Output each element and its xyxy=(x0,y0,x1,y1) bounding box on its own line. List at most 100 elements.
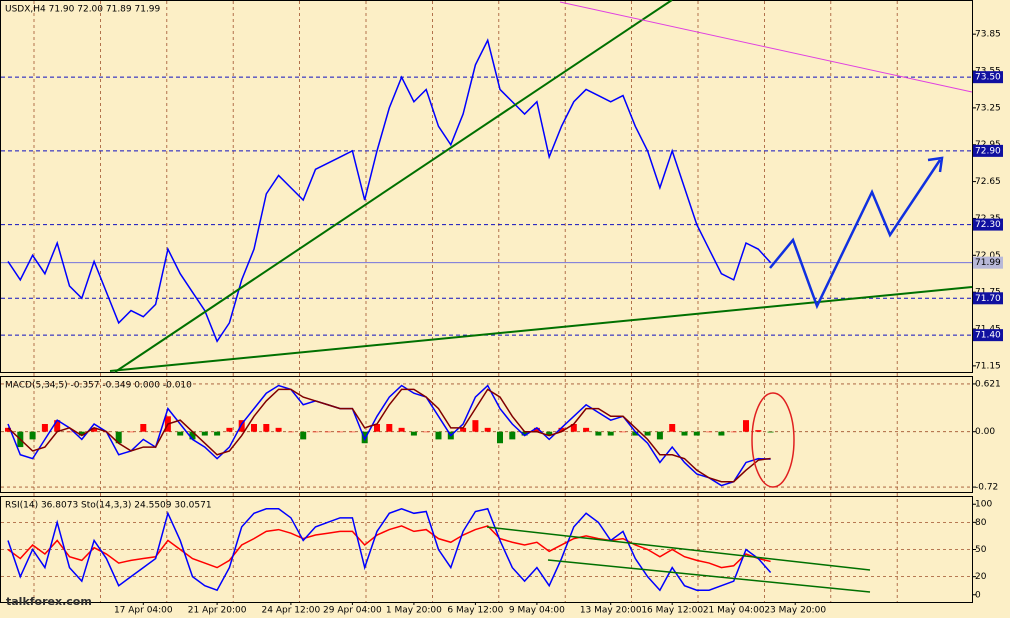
level-label: 72.90 xyxy=(975,146,1001,156)
x-tick-label: 21 May 04:00 xyxy=(703,606,765,616)
x-tick-label: 13 May 20:00 xyxy=(580,606,642,616)
histogram-bar xyxy=(238,420,245,432)
histogram-bar xyxy=(374,424,380,432)
histogram-bar xyxy=(300,431,307,440)
histogram-bar xyxy=(78,431,85,436)
histogram-bar xyxy=(755,430,762,432)
level-box xyxy=(973,218,1003,231)
y-tick-label: 20 xyxy=(975,572,987,582)
histogram-bar xyxy=(767,431,774,433)
histogram-bar xyxy=(214,431,221,436)
histogram-bar xyxy=(595,431,602,436)
histogram-bar xyxy=(398,427,405,432)
histogram-bar xyxy=(29,431,36,440)
level-label: 71.40 xyxy=(975,331,1001,341)
highlight-ellipse xyxy=(751,392,795,488)
histogram-bar xyxy=(128,431,134,433)
histogram-bar xyxy=(410,431,417,436)
trendline xyxy=(486,526,871,571)
histogram-bar xyxy=(349,431,356,433)
histogram-bar xyxy=(115,431,122,444)
level-label: 71.70 xyxy=(975,294,1001,304)
panel-title: USDX,H4 71.90 72.00 71.89 71.99 xyxy=(5,5,161,15)
x-tick-label: 17 Apr 04:00 xyxy=(114,606,173,616)
x-tick-label: 29 Apr 04:00 xyxy=(323,606,382,616)
histogram-bar xyxy=(607,431,614,436)
trendline xyxy=(547,559,871,593)
forecast-arrowhead xyxy=(927,156,944,173)
histogram-bar xyxy=(251,424,257,432)
trendline xyxy=(109,286,973,372)
histogram-bar xyxy=(460,427,467,432)
histogram-bar xyxy=(91,427,98,432)
histogram-bar xyxy=(312,431,319,433)
histogram-bar xyxy=(644,431,651,436)
histogram-bar xyxy=(730,431,737,433)
histogram-bar xyxy=(263,424,270,432)
histogram-bar xyxy=(743,420,749,432)
histogram-bar xyxy=(681,431,688,436)
x-tick-label: 6 May 12:00 xyxy=(447,606,503,616)
histogram-bar xyxy=(5,427,11,432)
y-tick-label: 50 xyxy=(975,545,987,555)
series-line xyxy=(7,388,771,483)
y-tick-label: 72.05 xyxy=(975,251,1001,261)
series-line xyxy=(7,507,772,592)
histogram-bar xyxy=(656,431,663,440)
level-box xyxy=(973,144,1003,157)
histogram-bar xyxy=(632,431,639,436)
y-tick-label: 0 xyxy=(975,590,981,600)
histogram-bar xyxy=(386,424,393,432)
histogram-bar xyxy=(718,431,725,436)
histogram-bar xyxy=(546,431,553,436)
y-tick-label: 80 xyxy=(975,518,987,528)
last-price-label: 71.99 xyxy=(975,258,1001,268)
histogram-bar xyxy=(226,427,233,432)
histogram-bar xyxy=(41,424,48,432)
histogram-bar xyxy=(570,424,577,432)
histogram-bar xyxy=(706,431,713,433)
histogram-bar xyxy=(583,427,590,432)
histogram-bar xyxy=(558,427,565,432)
y-tick-label: 71.15 xyxy=(975,361,1001,371)
trendline xyxy=(114,0,673,373)
trendline xyxy=(559,1,973,93)
histogram-bar xyxy=(669,424,676,432)
price-panel xyxy=(0,0,973,373)
level-box xyxy=(973,292,1003,305)
histogram-bar xyxy=(152,431,159,433)
x-tick-label: 1 May 20:00 xyxy=(386,606,442,616)
y-tick-label: 72.65 xyxy=(975,177,1001,187)
vertical-grid xyxy=(33,1,898,602)
last-price-box xyxy=(973,256,1003,269)
x-tick-label: 21 Apr 20:00 xyxy=(188,606,247,616)
x-tick-label: 9 May 04:00 xyxy=(509,606,565,616)
histogram-bar xyxy=(497,431,503,444)
histogram-bar xyxy=(521,431,528,436)
x-tick-label: 24 Apr 12:00 xyxy=(262,606,321,616)
histogram-bar xyxy=(620,431,626,433)
panel-title: MACD(5,34,5) -0.357 -0.349 0.000 -0.010 xyxy=(5,381,192,391)
series-line xyxy=(7,38,772,343)
rsi-panel xyxy=(0,496,973,603)
histogram-bar xyxy=(54,420,61,432)
histogram-bar xyxy=(693,431,700,436)
level-box xyxy=(973,329,1003,342)
histogram-bar xyxy=(324,431,331,433)
y-tick-label: 100 xyxy=(975,500,992,510)
level-label: 73.50 xyxy=(975,73,1001,83)
histogram-bar xyxy=(66,431,73,433)
x-tick-label: 23 May 20:00 xyxy=(764,606,826,616)
y-tick-label: 73.85 xyxy=(975,30,1001,40)
histogram-bar xyxy=(275,427,282,432)
histogram-bar xyxy=(435,431,442,440)
y-tick-label: 0.621 xyxy=(975,379,1001,389)
histogram-bar xyxy=(189,431,196,440)
x-tick-label: 16 May 12:00 xyxy=(641,606,703,616)
histogram-bar xyxy=(484,427,491,432)
y-tick-label: 0.00 xyxy=(975,427,995,437)
histogram-bar xyxy=(533,427,540,432)
histogram-bar xyxy=(337,431,344,433)
histogram-bar xyxy=(423,431,430,433)
